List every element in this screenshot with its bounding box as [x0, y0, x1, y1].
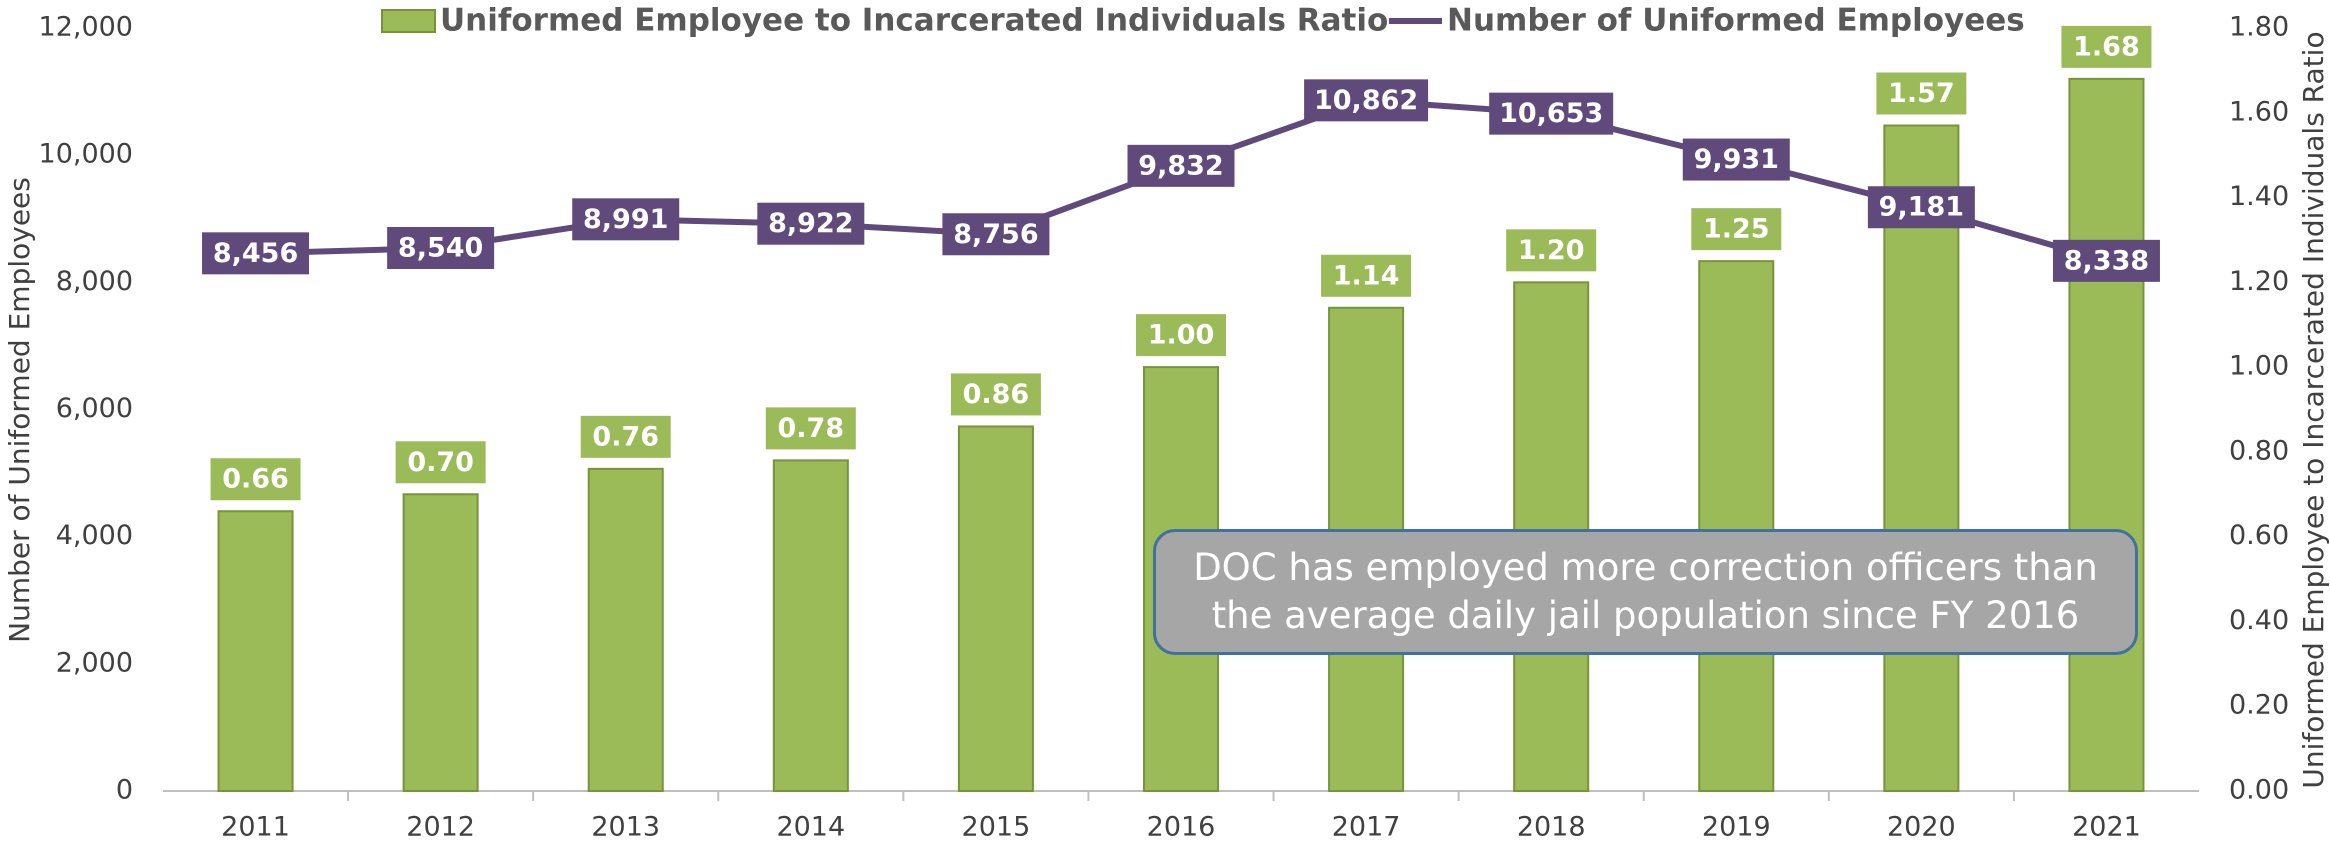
bar-label: 1.14 — [1333, 260, 1400, 291]
bar-label: 0.86 — [963, 379, 1030, 410]
line-label: 8,338 — [2064, 245, 2149, 276]
line-label-bg — [2052, 239, 2160, 282]
bar-label: 0.70 — [407, 447, 474, 478]
bar — [2068, 77, 2145, 793]
x-tick-label: 2016 — [1147, 812, 1216, 843]
bar — [772, 459, 849, 792]
y-axis-title: Number of Uniformed Employees — [3, 177, 36, 643]
y-tick-label: 0 — [116, 775, 133, 806]
y2-tick-label: 0.40 — [2229, 605, 2289, 636]
bar-label-bg — [1876, 72, 1967, 115]
y-tick-label: 8,000 — [56, 266, 133, 297]
x-tick-label: 2012 — [406, 812, 475, 843]
y2-tick-label: 1.80 — [2229, 12, 2289, 43]
line-label-bg — [757, 202, 865, 245]
bar-label-bg — [1691, 208, 1782, 251]
bar — [1883, 124, 1960, 792]
legend-label: Number of Uniformed Employees — [1447, 3, 2025, 39]
bar — [587, 467, 664, 792]
annotation: DOC has employed more correction officer… — [1153, 529, 2138, 655]
line-label-bg — [202, 232, 310, 275]
bar — [957, 425, 1034, 792]
bar-label-bg — [765, 407, 856, 450]
bar-label-bg — [580, 415, 671, 458]
line-label-bg — [1682, 138, 1790, 181]
bar-label-bg — [2061, 25, 2152, 68]
x-tick-label: 2017 — [1332, 812, 1401, 843]
bar-label: 0.76 — [592, 421, 659, 452]
x-tick-label: 2021 — [2072, 812, 2141, 843]
y-tick-label: 2,000 — [56, 647, 133, 678]
bar-label-bg — [395, 441, 486, 484]
legend-label: Uniformed Employee to Incarcerated Indiv… — [440, 3, 1388, 39]
y2-tick-label: 0.60 — [2229, 520, 2289, 551]
bar — [217, 510, 294, 792]
line-label: 8,756 — [953, 219, 1038, 250]
y-tick-label: 6,000 — [56, 393, 133, 424]
line-label-bg — [572, 198, 680, 241]
y2-tick-label: 1.40 — [2229, 181, 2289, 212]
line-label: 8,922 — [768, 208, 853, 239]
bar-label-bg — [1506, 229, 1597, 272]
line-label: 8,540 — [398, 232, 483, 263]
y2-tick-label: 0.00 — [2229, 775, 2289, 806]
line-label: 8,456 — [213, 238, 298, 269]
bar-label-bg — [1136, 314, 1226, 357]
line-label-bg — [1867, 186, 1975, 229]
x-tick-label: 2013 — [591, 812, 660, 843]
line-label-bg — [387, 226, 495, 269]
bar-label: 1.57 — [1888, 78, 1955, 109]
bar-label: 1.00 — [1148, 320, 1215, 351]
x-tick-label: 2014 — [776, 812, 845, 843]
y2-tick-label: 1.00 — [2229, 351, 2289, 382]
bar-label: 1.68 — [2073, 31, 2140, 62]
x-tick-label: 2018 — [1517, 812, 1586, 843]
bar — [1698, 260, 1775, 792]
line-label-bg — [1489, 92, 1614, 135]
bar-label-bg — [1321, 254, 1412, 297]
line-label: 8,991 — [583, 204, 668, 235]
bar-label: 1.20 — [1518, 235, 1585, 266]
line-label-bg — [942, 213, 1050, 256]
y2-axis-title: Uniformed Employee to Incarcerated Indiv… — [2297, 31, 2330, 788]
bar-label-bg — [210, 458, 301, 501]
line-label: 9,181 — [1879, 192, 1964, 223]
bar — [402, 493, 479, 792]
line-label: 10,653 — [1499, 98, 1603, 129]
bar-label: 0.66 — [222, 464, 289, 495]
y2-tick-label: 1.20 — [2229, 266, 2289, 297]
y-tick-label: 12,000 — [39, 12, 133, 43]
bar-label-bg — [950, 373, 1041, 416]
line-label-bg — [1304, 79, 1429, 122]
bar-label: 0.78 — [778, 413, 845, 444]
x-tick-label: 2011 — [221, 812, 290, 843]
line-label: 9,832 — [1138, 150, 1223, 181]
x-tick-label: 2019 — [1702, 812, 1771, 843]
x-tick-label: 2020 — [1887, 812, 1956, 843]
legend-swatch — [381, 9, 436, 33]
line-label: 10,862 — [1314, 85, 1418, 116]
y2-tick-label: 0.20 — [2229, 690, 2289, 721]
y-tick-label: 10,000 — [39, 139, 133, 170]
y2-tick-label: 0.80 — [2229, 435, 2289, 466]
line-label-bg — [1127, 144, 1235, 187]
x-tick-label: 2015 — [962, 812, 1031, 843]
bar-label: 1.25 — [1703, 214, 1770, 245]
y2-tick-label: 1.60 — [2229, 96, 2289, 127]
line-label: 9,931 — [1694, 144, 1779, 175]
y-tick-label: 4,000 — [56, 520, 133, 551]
